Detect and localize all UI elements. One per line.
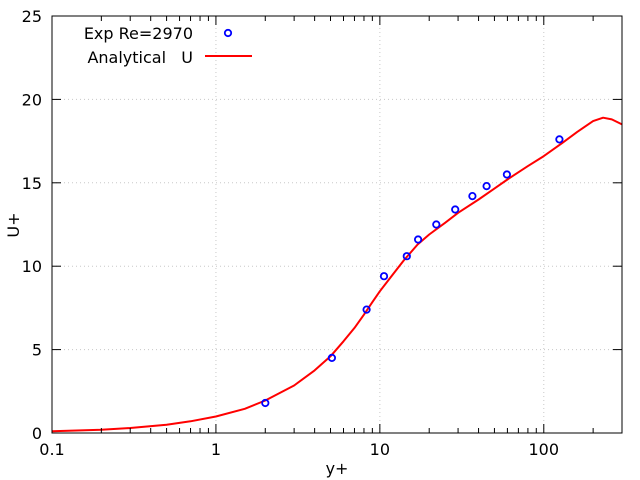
exp-data-point [327, 353, 336, 362]
exp-data-point [402, 252, 411, 261]
plot-frame [51, 15, 623, 434]
y-tick-labels: 0 5 10 15 20 25 [22, 7, 42, 443]
y-tick-label: 5 [32, 341, 42, 360]
legend-marker-exp [223, 28, 233, 38]
exp-data-point [362, 305, 371, 314]
y-tick-label: 20 [22, 90, 42, 109]
exp-data-point [261, 398, 270, 408]
x-axis-label: y+ [326, 459, 349, 478]
exp-data-point [468, 192, 477, 201]
x-tick-labels: 0.1 1 10 100 [39, 440, 559, 459]
exp-data-point [451, 205, 460, 214]
x-tick-label: 0.1 [39, 440, 64, 459]
y-axis-label: U+ [4, 212, 23, 237]
exp-data-point [413, 235, 423, 244]
x-tick-label: 1 [211, 440, 221, 459]
legend-label-exp: Exp Re=2970 [84, 24, 193, 43]
legend: Exp Re=2970 Analytical U [84, 24, 252, 67]
exp-data-point [379, 272, 389, 281]
x-tick-label: 10 [370, 440, 390, 459]
y-tick-label: 0 [32, 424, 42, 443]
y-tick-label: 10 [22, 257, 42, 276]
x-tick-label: 100 [529, 440, 560, 459]
y-tick-label: 25 [22, 7, 42, 26]
plot-series [51, 116, 623, 433]
analytical-u-line [51, 116, 623, 433]
y-tick-label: 15 [22, 174, 42, 193]
legend-label-analytical: Analytical U [87, 48, 193, 67]
exp-data-point [432, 220, 441, 229]
exp-data-point [482, 182, 491, 191]
exp-data-point [502, 170, 511, 179]
exp-data-point [555, 135, 564, 144]
axis-ticks [51, 15, 622, 434]
